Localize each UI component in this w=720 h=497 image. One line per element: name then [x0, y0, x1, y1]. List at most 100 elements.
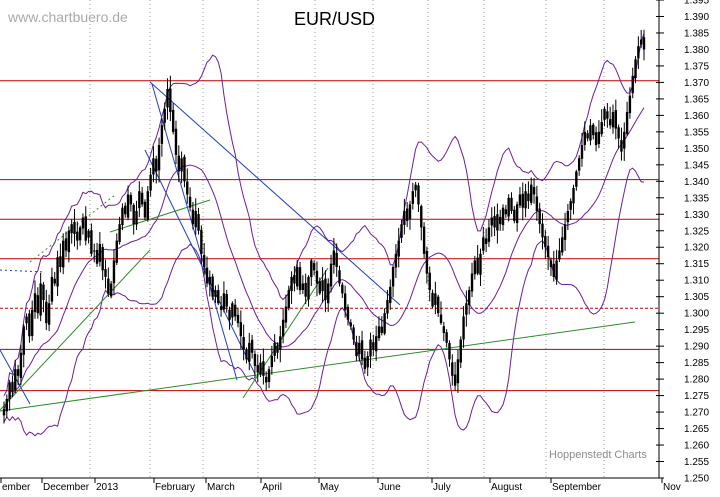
bar-body: [307, 276, 310, 300]
price-bar: [569, 198, 572, 220]
price-bar: [121, 203, 124, 231]
price-bar: [335, 243, 338, 277]
price-bar: [436, 294, 440, 317]
price-bar: [628, 87, 632, 119]
price-bar: [586, 130, 589, 142]
price-bar: [400, 219, 403, 243]
price-bar: [597, 120, 601, 149]
y-tick-label: 1.380: [684, 45, 709, 56]
price-bar: [318, 277, 321, 296]
price-bar: [445, 329, 448, 348]
bar-body: [155, 158, 158, 172]
bar-body: [549, 260, 553, 268]
bar-body: [456, 359, 460, 384]
price-bar: [527, 181, 530, 209]
plot-frame: [0, 0, 660, 479]
x-tick-label: September: [552, 482, 602, 492]
price-bar: [90, 223, 93, 257]
price-bar: [482, 226, 485, 255]
price-bar: [346, 304, 350, 326]
bar-body: [59, 256, 62, 268]
bar-body: [467, 290, 471, 306]
price-bar: [248, 332, 251, 371]
bar-body: [197, 214, 200, 231]
bar-body: [101, 247, 104, 271]
bar-body: [279, 336, 282, 350]
price-bar: [301, 275, 305, 295]
price-bar: [577, 155, 581, 176]
bar-body: [56, 257, 59, 287]
bar-body: [214, 290, 217, 297]
bar-body: [366, 356, 369, 368]
bar-body: [518, 194, 522, 206]
price-bar: [171, 103, 175, 135]
price-bar: [129, 192, 133, 212]
price-bar: [408, 200, 412, 230]
price-bar: [33, 280, 37, 319]
price-bar: [338, 265, 341, 287]
price-bar: [87, 229, 90, 244]
x-tick-label: Nov: [663, 482, 681, 492]
bar-body: [555, 260, 558, 280]
price-bar: [39, 272, 42, 322]
y-tick-label: 1.370: [684, 78, 709, 89]
bar-body: [45, 301, 48, 324]
bar-body: [628, 95, 632, 114]
blue-downtrend-steep: [151, 83, 238, 381]
bar-body: [608, 119, 612, 126]
price-bar: [11, 375, 14, 398]
price-bar: [118, 216, 121, 245]
price-bar: [312, 260, 316, 276]
bar-body: [90, 230, 93, 254]
price-bar: [606, 102, 609, 128]
bar-body: [479, 253, 482, 275]
price-bar: [639, 29, 643, 48]
price-bar: [146, 186, 149, 222]
bar-body: [312, 263, 316, 271]
bar-body: [417, 185, 420, 205]
bar-body: [611, 112, 615, 128]
y-tick-label: 1.330: [684, 210, 709, 221]
price-bar: [228, 306, 231, 330]
price-bar: [456, 349, 460, 393]
bar-body: [50, 276, 54, 302]
price-bar: [236, 307, 240, 328]
price-bar: [532, 178, 536, 204]
price-bar: [541, 213, 544, 250]
price-bar: [245, 347, 248, 364]
bar-body: [580, 145, 584, 159]
price-bar: [377, 316, 381, 342]
price-bar: [631, 67, 634, 99]
bar-body: [202, 255, 206, 268]
bar-body: [171, 109, 175, 132]
bar-body: [8, 382, 11, 399]
price-bar: [98, 231, 102, 267]
bar-body: [355, 342, 358, 357]
bar-body: [394, 253, 398, 268]
bar-body: [614, 110, 618, 129]
bar-body: [256, 365, 259, 373]
bar-body: [597, 131, 601, 145]
price-bar: [45, 289, 48, 331]
price-bar: [177, 145, 181, 183]
green-dashed-line: [29, 194, 116, 263]
bar-body: [112, 260, 116, 284]
bar-body: [25, 316, 28, 324]
bar-body: [33, 293, 37, 313]
price-bar: [174, 120, 178, 165]
bar-body: [589, 125, 592, 141]
bar-body: [248, 342, 251, 362]
price-bar: [487, 219, 491, 247]
price-bar: [490, 207, 493, 237]
bar-body: [341, 284, 344, 294]
bar-body: [383, 313, 386, 334]
price-bar: [166, 78, 169, 120]
price-bars: [2, 29, 646, 424]
bar-body: [532, 187, 536, 195]
bar-body: [47, 303, 51, 325]
price-bar: [642, 29, 646, 61]
bar-body: [62, 240, 65, 268]
bar-body: [445, 332, 448, 343]
bar-body: [623, 131, 626, 149]
price-bar: [76, 221, 79, 250]
